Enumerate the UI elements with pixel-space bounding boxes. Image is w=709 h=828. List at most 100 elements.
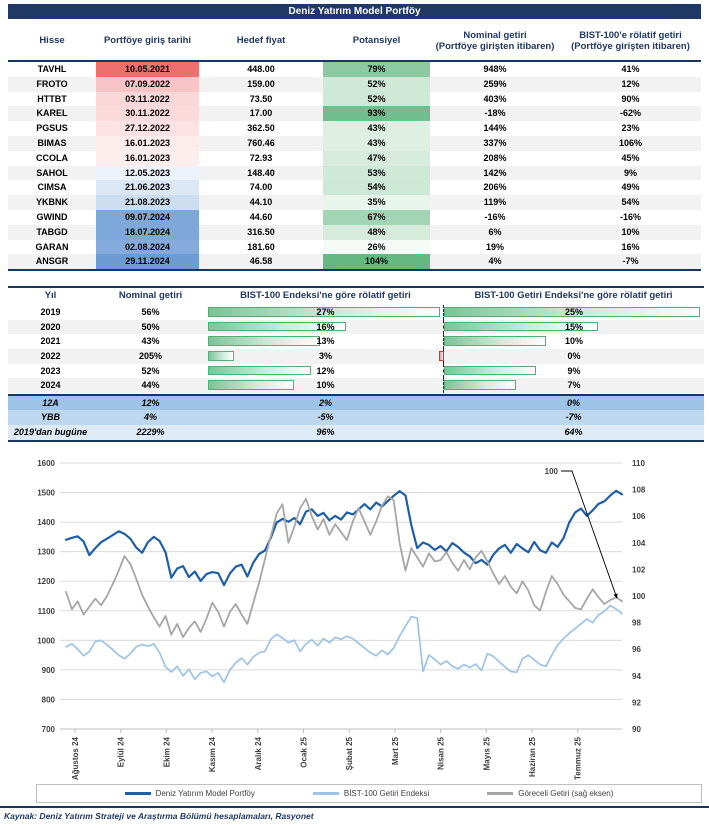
relative-return-value: 9% <box>567 365 581 376</box>
series-line <box>65 495 623 639</box>
summary-relative-bist-tr-cell: -7% <box>565 412 582 423</box>
summary-relative-bist-cell: 96% <box>316 426 335 437</box>
column-header-stock: Hisse <box>39 35 65 47</box>
legend-label: Deniz Yatırım Model Portföy <box>155 789 255 798</box>
summary-relative-bist-tr-cell: 64% <box>564 426 583 437</box>
column-header-relative-bist-tr: BIST-100 Getiri Endeksi'ne göre rölatif … <box>474 290 673 301</box>
nominal-return-cell: 205% <box>138 351 163 362</box>
portfolio-table-row: FROTO 07.09.2022 159.00 52% 259% 12% <box>8 76 701 92</box>
entry-date-cell: 21.06.2023 <box>96 180 199 196</box>
entry-date-cell: 21.08.2023 <box>96 195 199 210</box>
relative-return-cell: 16% <box>621 241 640 252</box>
x-axis-tick-label: Nisan 25 <box>437 736 446 769</box>
legend-item: BİST-100 Getiri Endeksi <box>312 789 429 798</box>
nominal-return-cell: 142% <box>483 167 507 178</box>
relative-return-cell: -62% <box>619 108 641 119</box>
relative-return-value: 0% <box>567 351 581 362</box>
right-axis-tick-label: 100 <box>632 592 646 601</box>
relative-return-value: 3% <box>318 351 332 362</box>
right-axis-tick-label: 92 <box>632 698 641 707</box>
portfolio-table-row: BIMAS 16.01.2023 760.46 43% 337% 106% <box>8 135 701 151</box>
column-header-nominal: Nominal getiri <box>118 290 183 301</box>
yearly-table-body: 2019 56% 27% 25% 2020 50% 16% 15% 2021 43% 13% 10% 2… <box>8 305 704 394</box>
relative-return-cell: 54% <box>621 197 640 208</box>
potential-cell: 43% <box>323 121 430 136</box>
left-axis-tick-label: 1400 <box>37 518 55 527</box>
target-price-cell: 148.40 <box>247 167 275 178</box>
entry-date-cell: 27.12.2022 <box>96 121 199 136</box>
left-axis-tick-label: 700 <box>42 725 56 734</box>
entry-date-cell: 18.07.2024 <box>96 224 199 240</box>
portfolio-table-header: Hisse Portföye giriş tarihi Hedef fiyat … <box>8 22 701 62</box>
performance-chart: 700 800 900 1000 1100 1200 1300 1400 1500 1600 90 9… <box>0 450 709 784</box>
column-header-relative-bist: BIST-100 Endeksi'ne göre rölatif getiri <box>240 290 411 301</box>
potential-cell: 104% <box>323 254 430 270</box>
negative-return-bar <box>439 351 444 361</box>
column-header-entry-date: Portföye giriş tarihi <box>103 35 192 47</box>
right-axis-tick-label: 106 <box>632 512 646 521</box>
relative-return-bar <box>444 365 537 376</box>
header-line1: BIST-100'e rölatif getiri <box>579 29 682 41</box>
stock-cell: BIMAS <box>37 137 67 148</box>
nominal-return-cell: 52% <box>141 365 160 376</box>
relative-bist-cell: 10% <box>208 378 443 393</box>
relative-bist-tr-cell: 7% <box>443 378 704 394</box>
target-price-cell: 760.46 <box>247 137 275 148</box>
relative-bist-tr-cell: 9% <box>443 363 704 379</box>
summary-label-cell: YBB <box>40 412 60 423</box>
right-axis-tick-label: 90 <box>632 725 641 734</box>
portfolio-table-row: TAVHL 10.05.2021 448.00 79% 948% 41% <box>8 62 701 77</box>
nominal-return-cell: 50% <box>141 321 160 332</box>
relative-return-cell: 12% <box>621 78 640 89</box>
summary-nominal-cell: 12% <box>141 397 160 408</box>
stock-cell: GWIND <box>36 211 68 222</box>
relative-return-cell: 23% <box>621 123 640 134</box>
relative-return-value: 25% <box>564 307 583 317</box>
year-cell: 2020 <box>40 321 61 332</box>
yearly-table-row: 2019 56% 27% 25% <box>8 305 704 320</box>
legend-item: Göreceli Getiri (sağ eksen) <box>487 789 613 798</box>
right-axis-tick-label: 104 <box>632 539 646 548</box>
entry-date-cell: 09.07.2024 <box>96 209 199 225</box>
column-header-potential: Potansiyel <box>352 35 401 47</box>
potential-cell: 52% <box>323 91 430 107</box>
relative-bist-tr-cell: 25% <box>443 305 704 320</box>
year-cell: 2019 <box>40 307 61 317</box>
relative-return-bar <box>444 380 516 390</box>
stock-cell: KAREL <box>36 108 68 119</box>
stock-cell: ANSGR <box>35 256 69 267</box>
relative-return-cell: 9% <box>623 167 637 178</box>
relative-bist-cell: 3% <box>208 349 443 364</box>
column-header-target-price: Hedef fiyat <box>236 35 286 47</box>
potential-cell: 48% <box>323 224 430 240</box>
yearly-table-row: 2024 44% 10% 7% <box>8 378 704 394</box>
potential-cell: 52% <box>323 76 430 92</box>
relative-return-bar <box>208 365 312 376</box>
nominal-return-cell: -16% <box>484 211 506 222</box>
target-price-cell: 17.00 <box>249 108 273 119</box>
relative-bist-tr-cell: 15% <box>443 319 704 335</box>
relative-return-cell: 106% <box>618 137 643 148</box>
x-axis-tick-label: Eylül 24 <box>117 736 126 767</box>
potential-cell: 26% <box>323 239 430 255</box>
stock-cell: TAVHL <box>37 64 67 74</box>
entry-date-cell: 03.11.2022 <box>96 91 199 107</box>
target-price-cell: 316.50 <box>247 226 275 237</box>
target-price-cell: 72.93 <box>249 152 273 163</box>
performance-chart-svg: 700 800 900 1000 1100 1200 1300 1400 1500 1600 90 9… <box>37 459 646 780</box>
nominal-return-cell: 337% <box>483 137 507 148</box>
relative-return-bar <box>208 321 346 332</box>
stock-cell: FROTO <box>36 78 68 89</box>
entry-date-cell: 02.08.2024 <box>96 239 199 255</box>
entry-date-cell: 16.01.2023 <box>96 150 199 166</box>
yearly-table-summary: 12A 12% 2% 0% YBB 4% -5% -7% 2019'dan bugüne 2229… <box>8 393 704 442</box>
relative-return-bar <box>208 336 320 346</box>
entry-date-cell: 12.05.2023 <box>96 165 199 181</box>
summary-nominal-cell: 2229% <box>136 426 165 437</box>
portfolio-table-row: CIMSA 21.06.2023 74.00 54% 206% 49% <box>8 180 701 196</box>
potential-cell: 47% <box>323 150 430 166</box>
summary-relative-bist-cell: -5% <box>317 412 334 423</box>
relative-return-cell: 45% <box>621 152 640 163</box>
entry-date-cell: 29.11.2024 <box>96 254 199 270</box>
x-axis-tick-label: Kasım 24 <box>208 736 217 772</box>
